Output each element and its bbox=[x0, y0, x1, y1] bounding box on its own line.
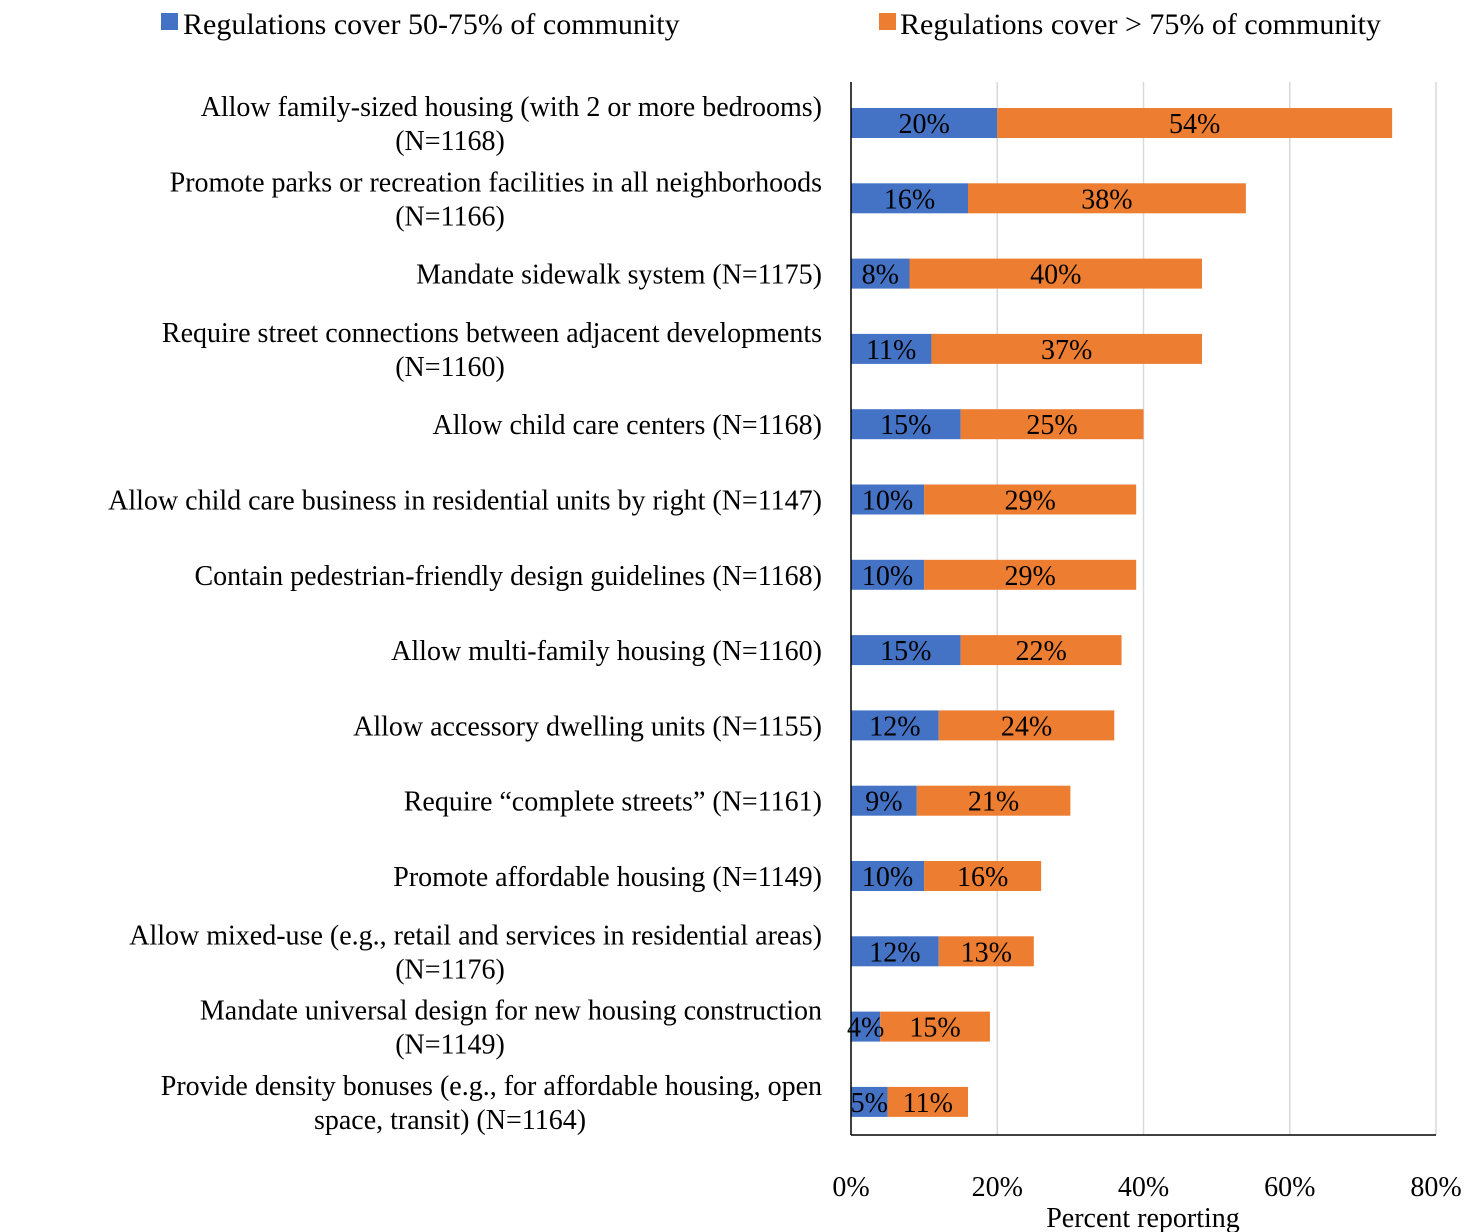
bars bbox=[851, 108, 1393, 1117]
bar-series-2 bbox=[924, 559, 1137, 590]
bar-series-1 bbox=[851, 710, 939, 741]
data-label-series-2: 40% bbox=[1030, 260, 1081, 291]
bar-series-2 bbox=[968, 183, 1246, 214]
category-labels: Allow family-sized housing (with 2 or mo… bbox=[108, 92, 822, 1136]
bar-series-1 bbox=[851, 258, 910, 289]
data-label-series-1: 12% bbox=[869, 711, 920, 742]
bar-series-2 bbox=[938, 936, 1034, 967]
data-label-series-1: 10% bbox=[862, 486, 913, 517]
data-labels: 20% 54% 16% 38% 8% 40% 11% 37% 15% 25% 10% 29% 10% 29… bbox=[847, 109, 1220, 1119]
bar-series-1 bbox=[851, 409, 961, 440]
legend-label-series-2: Regulations cover > 75% of community bbox=[900, 8, 1381, 41]
bar-series-2 bbox=[924, 861, 1042, 891]
bar-series-1 bbox=[851, 183, 968, 214]
data-label-series-2: 54% bbox=[1169, 109, 1220, 140]
data-label-series-2: 24% bbox=[1001, 711, 1052, 742]
data-label-series-2: 29% bbox=[1004, 561, 1055, 592]
category-label: Allow child care business in residential… bbox=[108, 486, 822, 517]
bar-series-1 bbox=[851, 785, 917, 816]
bar-series-2 bbox=[938, 710, 1115, 741]
x-tick-label: 20% bbox=[972, 1172, 1023, 1203]
data-label-series-1: 8% bbox=[862, 260, 899, 291]
data-label-series-2: 38% bbox=[1081, 184, 1132, 215]
legend: Regulations cover 50-75% of community Re… bbox=[161, 8, 1381, 41]
bar-series-2 bbox=[887, 1086, 968, 1117]
bar-series-1 bbox=[851, 484, 925, 515]
category-label: Require “complete streets” (N=1161) bbox=[404, 787, 822, 818]
gridlines bbox=[996, 82, 1437, 1135]
x-axis-title: Percent reporting bbox=[1046, 1203, 1240, 1232]
data-label-series-1: 4% bbox=[847, 1013, 884, 1044]
data-label-series-2: 29% bbox=[1004, 486, 1055, 517]
data-label-series-2: 21% bbox=[968, 787, 1019, 818]
bar-series-2 bbox=[997, 108, 1393, 138]
category-label: Mandate universal design for new housing… bbox=[200, 996, 822, 1027]
category-label: (N=1160) bbox=[395, 352, 505, 383]
legend-label-series-1: Regulations cover 50-75% of community bbox=[183, 8, 680, 41]
category-label: (N=1176) bbox=[395, 954, 505, 985]
x-tick-label: 80% bbox=[1410, 1172, 1461, 1203]
category-label: (N=1166) bbox=[395, 201, 505, 232]
bar-series-2 bbox=[960, 635, 1122, 666]
data-label-series-2: 25% bbox=[1026, 410, 1077, 441]
bar-series-2 bbox=[931, 333, 1202, 364]
data-label-series-2: 13% bbox=[961, 937, 1012, 968]
category-label: Provide density bonuses (e.g., for affor… bbox=[161, 1071, 822, 1102]
category-label: (N=1168) bbox=[395, 126, 505, 157]
category-label: Mandate sidewalk system (N=1175) bbox=[416, 260, 822, 291]
data-label-series-1: 15% bbox=[880, 636, 931, 667]
category-label: space, transit) (N=1164) bbox=[314, 1105, 586, 1136]
x-tick-labels: 0% 20% 40% 60% 80% bbox=[832, 1172, 1461, 1203]
bar-series-2 bbox=[909, 258, 1202, 289]
category-label: Contain pedestrian-friendly design guide… bbox=[195, 561, 823, 592]
data-label-series-1: 10% bbox=[862, 561, 913, 592]
category-label: Allow accessory dwelling units (N=1155) bbox=[353, 711, 822, 742]
x-tick-label: 40% bbox=[1118, 1172, 1169, 1203]
bar-series-1 bbox=[851, 936, 939, 967]
data-label-series-1: 5% bbox=[851, 1088, 888, 1119]
category-label: Allow multi-family housing (N=1160) bbox=[391, 636, 822, 667]
data-label-series-1: 12% bbox=[869, 937, 920, 968]
data-label-series-1: 15% bbox=[880, 410, 931, 441]
data-label-series-2: 15% bbox=[909, 1013, 960, 1044]
data-label-series-2: 16% bbox=[957, 862, 1008, 893]
x-tick-label: 60% bbox=[1264, 1172, 1315, 1203]
data-label-series-2: 37% bbox=[1041, 335, 1092, 366]
category-label: Allow child care centers (N=1168) bbox=[433, 410, 823, 441]
legend-swatch-series-2 bbox=[879, 13, 896, 30]
axes bbox=[850, 82, 1436, 1136]
bar-series-1 bbox=[851, 861, 925, 891]
data-label-series-1: 11% bbox=[866, 335, 916, 366]
category-label: Promote parks or recreation facilities i… bbox=[170, 167, 822, 198]
x-tick-label: 0% bbox=[832, 1172, 869, 1203]
bar-series-1 bbox=[851, 1011, 881, 1042]
bar-series-1 bbox=[851, 1086, 888, 1117]
bar-series-1 bbox=[851, 108, 998, 138]
data-label-series-2: 11% bbox=[903, 1088, 953, 1119]
data-label-series-2: 22% bbox=[1015, 636, 1066, 667]
data-label-series-1: 20% bbox=[898, 109, 949, 140]
category-label: Promote affordable housing (N=1149) bbox=[393, 862, 822, 893]
category-label: Allow mixed-use (e.g., retail and servic… bbox=[129, 920, 822, 951]
category-label: Require street connections between adjac… bbox=[162, 318, 822, 349]
bar-series-2 bbox=[880, 1011, 990, 1042]
bar-series-2 bbox=[924, 484, 1137, 515]
legend-swatch-series-1 bbox=[161, 13, 178, 30]
data-label-series-1: 9% bbox=[865, 787, 902, 818]
bar-series-2 bbox=[960, 409, 1144, 440]
data-label-series-1: 10% bbox=[862, 862, 913, 893]
bar-series-1 bbox=[851, 333, 932, 364]
data-label-series-1: 16% bbox=[884, 184, 935, 215]
bar-series-2 bbox=[916, 785, 1071, 816]
bar-series-1 bbox=[851, 635, 961, 666]
bar-series-1 bbox=[851, 559, 925, 590]
category-label: (N=1149) bbox=[395, 1030, 505, 1061]
category-label: Allow family-sized housing (with 2 or mo… bbox=[201, 92, 822, 123]
